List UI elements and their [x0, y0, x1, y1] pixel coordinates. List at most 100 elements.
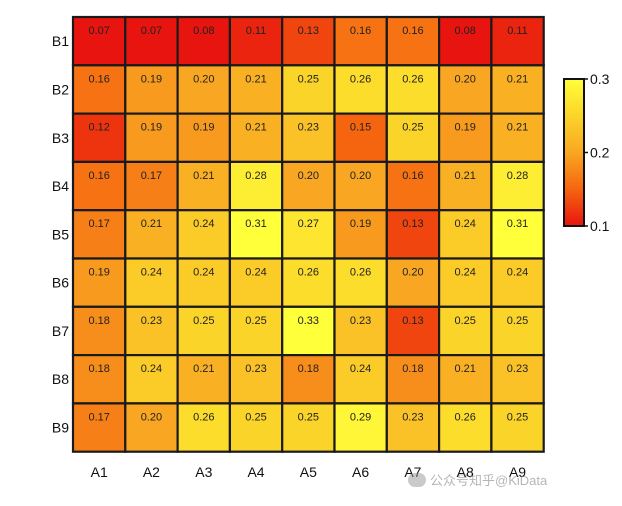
cell-value-label: 0.18 [298, 363, 319, 375]
cell-value-label: 0.24 [454, 218, 475, 230]
cell-value-label: 0.24 [193, 267, 214, 279]
cell-value-label: 0.11 [246, 25, 267, 37]
x-tick-label-A9: A9 [509, 464, 526, 480]
heatmap-cell-B6-A1 [71, 257, 127, 308]
cell-value-label: 0.23 [402, 411, 423, 423]
heatmap-cell-B3-A4 [228, 112, 284, 163]
cell-value-label: 0.11 [507, 25, 528, 37]
cell-value-label: 0.16 [402, 25, 423, 37]
watermark-text: 公众号知乎@KiData [430, 473, 548, 488]
heatmap-cell-B8-A9 [490, 354, 545, 405]
heatmap-cell-B9-A3 [176, 402, 232, 453]
cell-value-label: 0.18 [88, 315, 109, 327]
y-tick-label-B1: B1 [52, 33, 69, 49]
cell-value-label: 0.19 [454, 122, 475, 134]
heatmap-cell-B7-A7 [385, 305, 441, 357]
heatmap-cell-B8-A5 [281, 354, 336, 405]
cell-value-label: 0.20 [402, 267, 423, 279]
cell-value-label: 0.24 [245, 267, 266, 279]
cell-value-label: 0.17 [88, 218, 109, 230]
cell-value-label: 0.24 [141, 267, 162, 279]
cell-value-label: 0.23 [350, 315, 371, 327]
cell-value-label: 0.17 [141, 170, 162, 182]
cell-value-label: 0.19 [193, 122, 214, 134]
heatmap-cell-B9-A6 [333, 402, 388, 453]
cell-value-label: 0.16 [88, 73, 109, 85]
x-tick-label-A8: A8 [457, 464, 474, 480]
x-tick-label-A1: A1 [91, 464, 108, 480]
cell-value-label: 0.21 [454, 170, 475, 182]
heatmap-cell-B4-A4 [228, 160, 284, 212]
heatmap-cells: 0.07 0.07 0.08 0.11 0.13 0.16 0.16 0.08 0.11 0.16… [71, 15, 545, 453]
cell-value-label: 0.21 [193, 363, 214, 375]
cell-value-label: 0.15 [350, 122, 371, 134]
y-tick-label-B5: B5 [52, 226, 69, 242]
y-tick-label-B7: B7 [52, 323, 69, 339]
heatmap-cell-B2-A5 [281, 64, 336, 115]
y-tick-label-B2: B2 [52, 81, 69, 97]
cell-value-label: 0.16 [350, 25, 371, 37]
x-tick-label-A3: A3 [195, 464, 212, 480]
heatmap-cell-B2-A8 [438, 64, 493, 115]
cell-value-label: 0.28 [245, 170, 266, 182]
cell-value-label: 0.23 [141, 315, 162, 327]
cell-value-label: 0.26 [350, 73, 371, 85]
cell-value-label: 0.21 [193, 170, 214, 182]
colorbar-gradient [563, 78, 585, 227]
cell-value-label: 0.24 [141, 363, 162, 375]
cell-value-label: 0.26 [402, 73, 423, 85]
cell-value-label: 0.07 [141, 25, 162, 37]
heatmap-cell-B9-A7 [385, 402, 441, 453]
y-tick-label-B9: B9 [52, 420, 69, 436]
colorbar-tick-label: 0.3 [590, 71, 610, 87]
x-tick-label-A6: A6 [352, 464, 369, 480]
heatmap-cell-B1-A8 [438, 15, 493, 67]
cell-value-label: 0.20 [350, 170, 371, 182]
cell-value-label: 0.26 [298, 267, 319, 279]
cell-value-label: 0.21 [245, 122, 266, 134]
heatmap-cell-B3-A9 [490, 112, 545, 163]
x-tick-label-A5: A5 [300, 464, 317, 480]
heatmap-cell-B2-A1 [71, 64, 127, 115]
y-tick-label-B3: B3 [52, 130, 69, 146]
cell-value-label: 0.20 [454, 73, 475, 85]
heatmap-cell-B1-A6 [333, 15, 388, 67]
cell-value-label: 0.24 [193, 218, 214, 230]
cell-value-label: 0.25 [245, 315, 266, 327]
cell-value-label: 0.07 [88, 25, 109, 37]
cell-value-label: 0.13 [298, 25, 319, 37]
cell-value-label: 0.27 [298, 218, 319, 230]
x-tick-label-A4: A4 [247, 464, 264, 480]
cell-value-label: 0.21 [454, 363, 475, 375]
cell-value-label: 0.26 [454, 411, 475, 423]
cell-value-label: 0.25 [454, 315, 475, 327]
heatmap-cell-B6-A5 [281, 257, 336, 308]
cell-value-label: 0.25 [193, 315, 214, 327]
cell-value-label: 0.25 [507, 315, 528, 327]
cell-value-label: 0.16 [402, 170, 423, 182]
cell-value-label: 0.13 [402, 315, 423, 327]
cell-value-label: 0.20 [298, 170, 319, 182]
cell-value-label: 0.25 [402, 122, 423, 134]
heatmap-cell-B9-A2 [124, 402, 179, 453]
cell-value-label: 0.25 [507, 411, 528, 423]
heatmap-cell-B8-A1 [71, 354, 127, 405]
cell-value-label: 0.16 [88, 170, 109, 182]
cell-value-label: 0.21 [141, 218, 162, 230]
cell-value-label: 0.21 [507, 122, 528, 134]
cell-value-label: 0.23 [507, 363, 528, 375]
heatmap-cell-B9-A5 [281, 402, 336, 453]
cell-value-label: 0.12 [88, 122, 109, 134]
heatmap-cell-B6-A9 [490, 257, 545, 308]
cell-value-label: 0.24 [454, 267, 475, 279]
cell-value-label: 0.20 [193, 73, 214, 85]
cell-value-label: 0.23 [298, 122, 319, 134]
wechat-icon [408, 472, 426, 487]
heatmap-cell-B7-A5 [281, 305, 336, 357]
cell-value-label: 0.23 [245, 363, 266, 375]
heatmap-cell-B3-A2 [124, 112, 179, 163]
y-tick-label-B4: B4 [52, 178, 69, 194]
colorbar: 0.3 0.2 0.1 [563, 71, 610, 234]
y-axis-labels: B1 B2 B3 B4 B5 B6 B7 B8 B9 [52, 33, 69, 435]
